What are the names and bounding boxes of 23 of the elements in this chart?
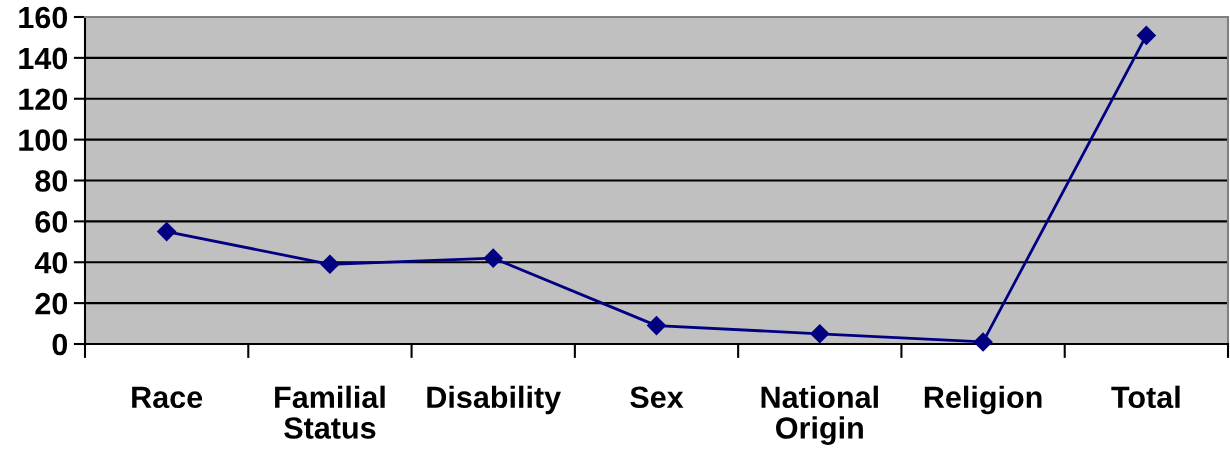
point (320, 254, 340, 274)
y-tick-label: 80 (35, 170, 68, 192)
y-tick-label: 160 (19, 6, 68, 29)
x-tick-label: Disability (427, 385, 561, 415)
y-tick-label: 20 (35, 292, 68, 315)
x-tick-label: Race (132, 386, 203, 409)
y-tick-label: 60 (35, 211, 68, 233)
y-tick-label: 40 (34, 251, 68, 274)
x-tick-label: Total (1111, 385, 1180, 409)
y-tick-label: 140 (19, 47, 68, 70)
y-tick-label: 120 (19, 88, 68, 111)
point (157, 222, 177, 242)
x-tick-label: Religion (924, 385, 1042, 415)
y-tick-label: 0 (52, 333, 68, 356)
x-tick-label: National Origin (761, 385, 878, 445)
point (1136, 25, 1156, 45)
x-tick-label: Sex (630, 386, 684, 409)
y-tick-label: 100 (19, 129, 68, 151)
point (810, 324, 830, 344)
x-tick-label: Familial Status (275, 385, 385, 439)
point (973, 332, 993, 352)
point (646, 316, 667, 336)
point (483, 248, 503, 268)
